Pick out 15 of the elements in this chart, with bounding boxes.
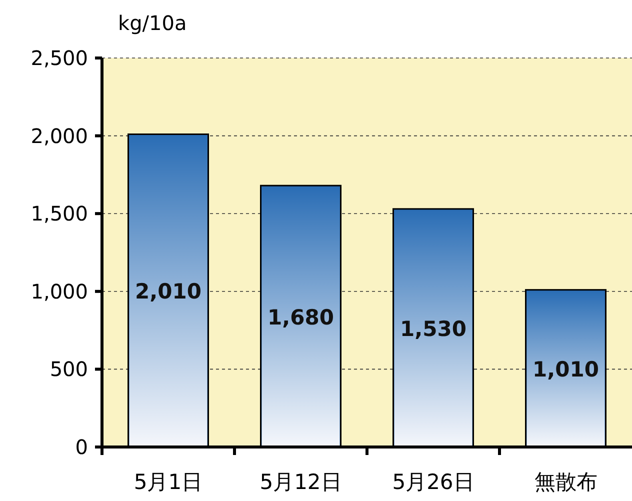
x-tick-label: 無散布 [534,470,598,494]
y-tick-label: 2,500 [30,46,88,70]
y-tick-label: 0 [75,435,88,459]
data-label: 1,680 [268,305,334,330]
y-tick-label: 500 [50,357,88,382]
x-tick-label: 5月26日 [392,470,474,494]
y-tick-label: 1,500 [30,202,88,226]
y-axis-title: kg/10a [118,11,187,35]
x-tick-label: 5月12日 [260,470,342,494]
data-label: 2,010 [135,280,202,304]
y-tick-label: 2,000 [30,124,88,148]
x-tick-label: 5月1日 [134,470,203,494]
data-label: 1,010 [532,357,599,382]
data-label: 1,530 [400,316,466,341]
y-tick-label: 1,000 [30,279,88,304]
